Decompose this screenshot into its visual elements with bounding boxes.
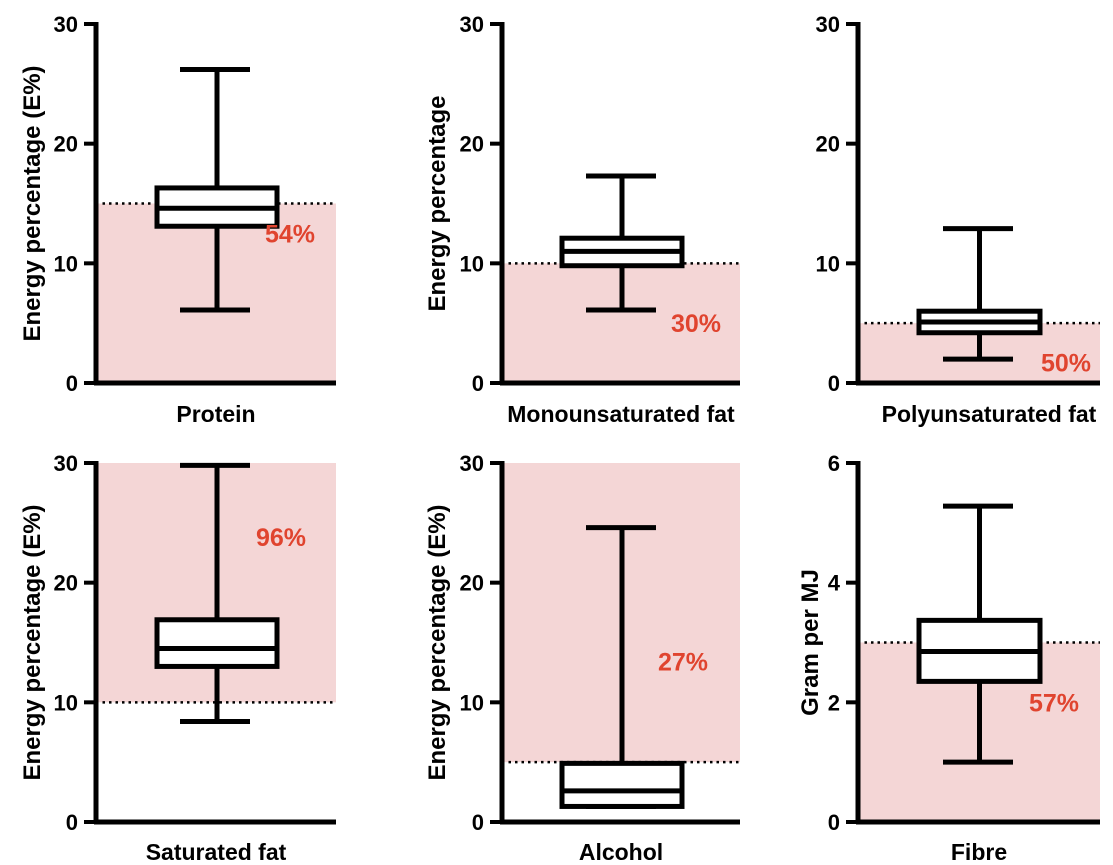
y-tick-label: 0 xyxy=(472,810,484,835)
y-tick-label: 30 xyxy=(460,12,484,37)
y-tick-label: 10 xyxy=(460,690,484,715)
y-tick-label: 20 xyxy=(54,571,78,596)
percentage-annotation: 54% xyxy=(265,220,315,248)
y-tick-label: 0 xyxy=(472,371,484,396)
box-iqr xyxy=(559,760,685,809)
y-tick-label: 20 xyxy=(460,571,484,596)
chart-panel-4: 0 10 20 30 Saturated fat Energy percentage (E… xyxy=(19,451,336,865)
y-tick-label: 30 xyxy=(54,451,78,476)
box-iqr xyxy=(154,617,280,669)
chart-panel-1: 0 10 20 30 Protein Energy percentage (E%) 54% xyxy=(19,12,336,427)
y-tick-label: 10 xyxy=(54,251,78,276)
y-axis-title: Gram per MJ xyxy=(797,569,824,716)
x-axis-title: Alcohol xyxy=(579,839,663,865)
y-tick-label: 20 xyxy=(460,132,484,157)
y-tick-label: 30 xyxy=(816,12,840,37)
y-axis-title: Energy percentage xyxy=(424,95,451,311)
y-axis-title: Energy percentage (E%) xyxy=(19,504,46,780)
chart-panel-3: 0 10 20 30 Polyunsaturated fat 50% xyxy=(816,12,1100,427)
y-tick-label: 2 xyxy=(828,690,840,715)
y-tick-label: 10 xyxy=(54,690,78,715)
x-axis-title: Saturated fat xyxy=(146,839,287,865)
y-tick-label: 20 xyxy=(54,132,78,157)
percentage-annotation: 27% xyxy=(658,649,708,677)
y-tick-label: 4 xyxy=(828,571,841,596)
y-tick-label: 30 xyxy=(54,12,78,37)
percentage-annotation: 57% xyxy=(1029,689,1079,717)
y-axis-title: Energy percentage (E%) xyxy=(19,65,46,341)
y-tick-label: 20 xyxy=(816,132,840,157)
percentage-annotation: 50% xyxy=(1041,350,1091,378)
x-axis-title: Fibre xyxy=(951,839,1007,865)
percentage-annotation: 30% xyxy=(671,310,721,338)
y-tick-label: 10 xyxy=(816,251,840,276)
y-tick-label: 0 xyxy=(66,371,78,396)
chart-panel-5: 0 10 20 30 Alcohol Energy percentage (E%) 27% xyxy=(424,451,740,865)
x-axis-title: Monounsaturated fat xyxy=(507,401,735,427)
y-tick-label: 6 xyxy=(828,451,840,476)
chart-panel-2: 0 10 20 30 Monounsaturated fat Energy percent… xyxy=(424,12,740,427)
y-tick-label: 0 xyxy=(828,371,840,396)
percentage-annotation: 96% xyxy=(256,524,306,552)
chart-panel-6: 0 2 4 6 Fibre Gram per MJ 57% xyxy=(797,451,1100,865)
y-axis-title: Energy percentage (E%) xyxy=(424,504,451,780)
y-tick-label: 10 xyxy=(460,251,484,276)
x-axis-title: Protein xyxy=(176,401,255,427)
y-tick-label: 0 xyxy=(828,810,840,835)
x-axis-title: Polyunsaturated fat xyxy=(882,401,1097,427)
y-tick-label: 0 xyxy=(66,810,78,835)
y-tick-label: 30 xyxy=(460,451,484,476)
